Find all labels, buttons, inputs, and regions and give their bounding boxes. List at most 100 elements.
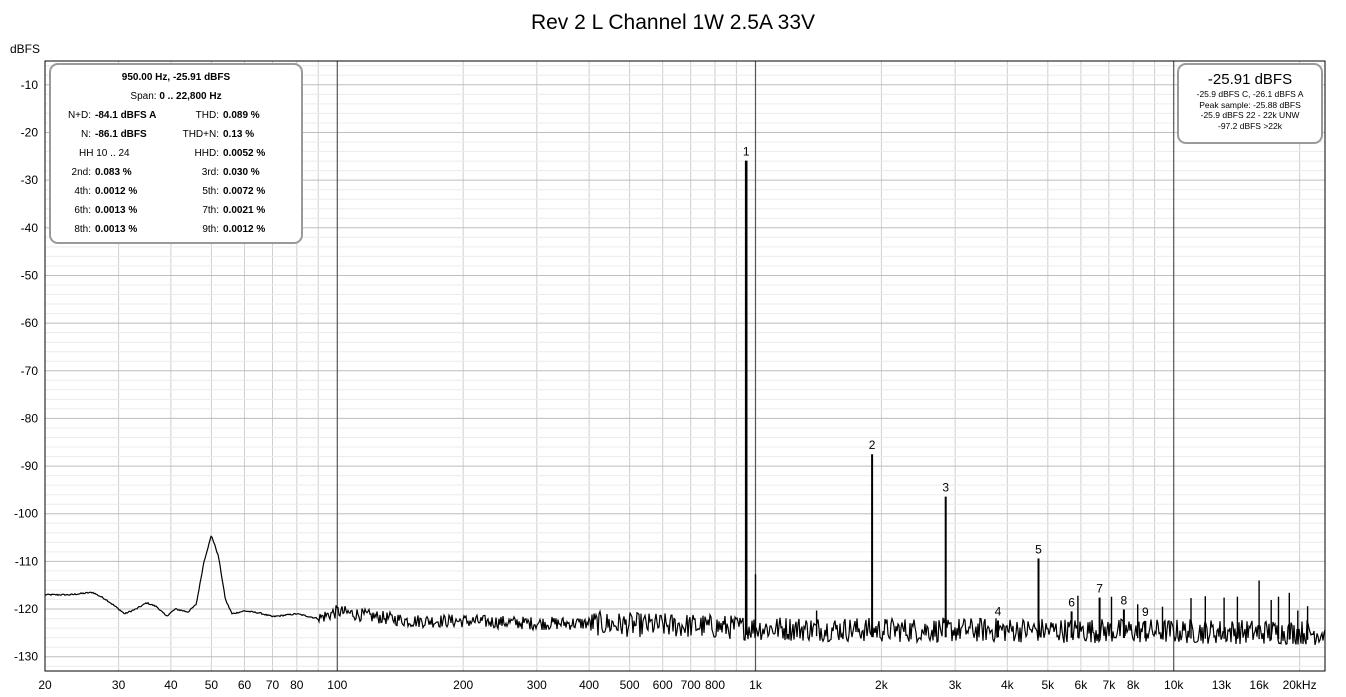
stats-label: 9th: bbox=[202, 224, 219, 235]
plot-frame bbox=[44, 60, 1326, 672]
stats-label: 4th: bbox=[74, 186, 91, 197]
harmonic-label: 4 bbox=[995, 605, 1002, 619]
stats-value: 0.0052 % bbox=[223, 148, 266, 159]
stats-value: -84.1 dBFS A bbox=[95, 110, 157, 121]
chart-title: Rev 2 L Channel 1W 2.5A 33V bbox=[531, 11, 815, 34]
x-tick-label: 5k bbox=[1041, 678, 1055, 692]
y-tick-label: -110 bbox=[15, 554, 38, 568]
harmonic-label: 1 bbox=[743, 145, 750, 159]
stats-label: HHD: bbox=[194, 148, 219, 159]
y-tick-label: -20 bbox=[21, 126, 39, 140]
span-value: 0 .. 22,800 Hz bbox=[159, 91, 222, 102]
stats-value: 0.0012 % bbox=[95, 186, 138, 197]
harmonic-label: 7 bbox=[1096, 582, 1103, 596]
x-tick-label: 6k bbox=[1075, 678, 1089, 692]
x-tick-label: 20kHz bbox=[1283, 678, 1317, 692]
x-tick-label: 80 bbox=[290, 678, 304, 692]
stats-value: 0.0013 % bbox=[95, 205, 138, 216]
stats-span: Span: 0 .. 22,800 Hz bbox=[51, 87, 301, 106]
x-tick-label: 200 bbox=[453, 678, 473, 692]
stats-row: N: -86.1 dBFS THD+N: 0.13 % bbox=[51, 125, 301, 144]
level-line: -25.9 dBFS C, -26.1 dBFS A bbox=[1196, 89, 1304, 99]
x-tick-label: 700 bbox=[681, 678, 701, 692]
y-tick-label: -80 bbox=[21, 411, 39, 425]
stats-label: N: bbox=[81, 129, 91, 140]
y-tick-label: -40 bbox=[21, 221, 39, 235]
x-tick-label: 400 bbox=[579, 678, 599, 692]
x-tick-label: 70 bbox=[266, 678, 280, 692]
stats-value: 0.0072 % bbox=[223, 186, 266, 197]
stats-value: -86.1 dBFS bbox=[95, 129, 147, 140]
x-tick-label: 16k bbox=[1249, 678, 1269, 692]
y-tick-label: -90 bbox=[21, 459, 39, 473]
spur-lines bbox=[754, 574, 1309, 640]
y-tick-label: -60 bbox=[21, 316, 39, 330]
y-tick-label: -30 bbox=[21, 173, 39, 187]
stats-label: 2nd: bbox=[71, 167, 91, 178]
stats-value: 0.0013 % bbox=[95, 224, 138, 235]
x-tick-label: 2k bbox=[875, 678, 889, 692]
major-grid bbox=[336, 61, 1175, 671]
x-tick-label: 60 bbox=[238, 678, 252, 692]
stats-label: 6th: bbox=[74, 205, 91, 216]
y-axis-label: dBFS bbox=[10, 42, 40, 56]
x-tick-label: 20 bbox=[38, 678, 52, 692]
harmonic-lines bbox=[744, 160, 1147, 639]
distortion-stats-panel: 950.00 Hz, -25.91 dBFS Span: 0 .. 22,800… bbox=[49, 63, 303, 244]
stats-row: HH 10 .. 24 HHD: 0.0052 % bbox=[51, 144, 301, 163]
stats-row: 2nd: 0.083 % 3rd: 0.030 % bbox=[51, 163, 301, 182]
x-tick-label: 40 bbox=[164, 678, 178, 692]
x-tick-label: 4k bbox=[1001, 678, 1015, 692]
stats-header: 950.00 Hz, -25.91 dBFS bbox=[121, 72, 231, 83]
harmonic-label: 9 bbox=[1142, 605, 1149, 619]
harmonic-label: 5 bbox=[1035, 543, 1042, 557]
stats-label: THD: bbox=[195, 110, 219, 121]
span-label: Span: bbox=[130, 91, 157, 102]
y-tick-label: -10 bbox=[21, 78, 39, 92]
stats-value: 0.0012 % bbox=[223, 224, 266, 235]
x-tick-label: 30 bbox=[112, 678, 126, 692]
y-tick-label: -70 bbox=[21, 364, 39, 378]
stats-value: 0.089 % bbox=[223, 110, 260, 121]
harmonic-labels: 1 2 3 4 5 6 7 89 bbox=[743, 145, 1149, 619]
x-tick-label: 8k bbox=[1127, 678, 1141, 692]
stats-row: 4th: 0.0012 % 5th: 0.0072 % bbox=[51, 182, 301, 201]
y-tick-label: -100 bbox=[14, 507, 38, 521]
stats-label: 8th: bbox=[74, 224, 91, 235]
level-line: -97.2 dBFS >22k bbox=[1217, 120, 1283, 131]
x-tick-label: 100 bbox=[327, 678, 347, 692]
y-tick-labels: -10 -20 -30 -40 -50 -60 -70 -80 -90 -100 -110 -120 -… bbox=[14, 78, 38, 664]
level-readout-panel: -25.91 dBFS -25.9 dBFS C, -26.1 dBFS A P… bbox=[1177, 63, 1323, 144]
harmonic-label: 6 bbox=[1068, 595, 1075, 609]
stats-label: N+D: bbox=[67, 110, 91, 121]
x-tick-label: 600 bbox=[653, 678, 673, 692]
x-tick-label: 50 bbox=[205, 678, 219, 692]
hh-range-label: HH 10 .. 24 bbox=[79, 148, 130, 159]
stats-row: 6th: 0.0013 % 7th: 0.0021 % bbox=[51, 201, 301, 220]
stats-label: 5th: bbox=[202, 186, 219, 197]
x-tick-label: 500 bbox=[620, 678, 640, 692]
level-line: -25.9 dBFS 22 - 22k UNW bbox=[1200, 110, 1300, 120]
x-tick-labels: 20 30 40 50 60 70 80 100 200 300 400 500 600 700 800 1k… bbox=[38, 678, 1316, 692]
x-tick-label: 7k bbox=[1103, 678, 1117, 692]
x-tick-label: 1k bbox=[749, 678, 763, 692]
x-tick-label: 13k bbox=[1212, 678, 1232, 692]
stats-label: THD+N: bbox=[182, 129, 219, 140]
y-tick-label: -130 bbox=[14, 650, 38, 664]
x-tick-label: 800 bbox=[705, 678, 725, 692]
x-tick-label: 3k bbox=[949, 678, 963, 692]
stats-value: 0.030 % bbox=[223, 167, 260, 178]
y-tick-label: -120 bbox=[14, 602, 38, 616]
harmonic-label: 2 bbox=[869, 438, 876, 452]
x-tick-label: 300 bbox=[527, 678, 547, 692]
y-tick-label: -50 bbox=[21, 269, 39, 283]
harmonic-label: 8 bbox=[1121, 594, 1128, 608]
stats-label: 7th: bbox=[202, 205, 219, 216]
stats-label: 3rd: bbox=[201, 167, 219, 178]
level-main-readout: -25.91 dBFS bbox=[1207, 71, 1293, 88]
x-tick-label: 10k bbox=[1164, 678, 1184, 692]
harmonic-label: 3 bbox=[942, 481, 949, 495]
stats-value: 0.0021 % bbox=[223, 205, 266, 216]
stats-row: 8th: 0.0013 % 9th: 0.0012 % bbox=[51, 220, 301, 239]
